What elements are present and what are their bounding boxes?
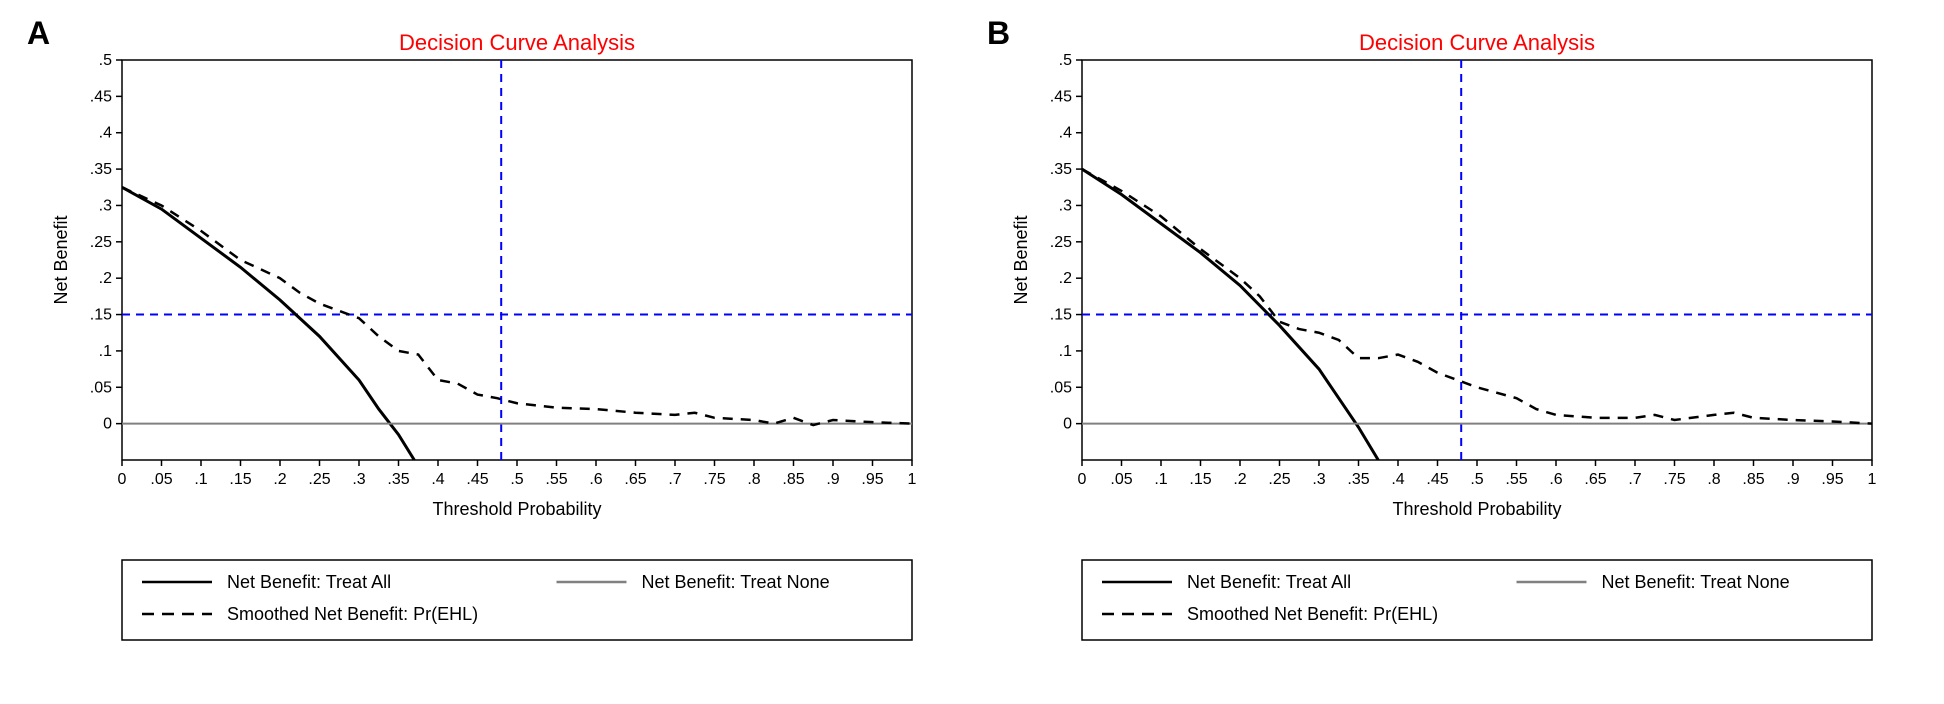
x-tick-label: .1 [1154,471,1167,488]
x-tick-label: .8 [747,471,760,488]
series-model [122,187,912,425]
x-tick-label: .1 [194,471,207,488]
x-tick-label: .2 [1233,471,1246,488]
x-axis-label: Threshold Probability [432,499,601,519]
y-tick-label: .2 [99,270,112,287]
y-tick-label: .15 [90,307,112,324]
x-tick-label: .4 [1391,471,1404,488]
x-tick-label: .95 [861,471,883,488]
chart-panel: ADecision Curve Analysis0.05.1.15.2.25.3… [32,20,952,660]
y-tick-label: .15 [1050,307,1072,324]
y-tick-label: 0 [103,416,112,433]
y-axis-label: Net Benefit [1011,215,1031,304]
y-tick-label: .25 [1050,234,1072,251]
x-tick-label: .7 [668,471,681,488]
x-tick-label: .9 [826,471,839,488]
x-tick-label: .65 [624,471,646,488]
series-model [1082,169,1872,424]
legend-label: Net Benefit: Treat All [1187,572,1351,592]
x-tick-label: .75 [1663,471,1685,488]
dca-chart: Decision Curve Analysis 0 .05 .1 .15 .2 .25 .3.… [992,20,1912,660]
legend-label: Net Benefit: Treat None [642,572,830,592]
x-tick-label: .4 [431,471,444,488]
x-tick-label: .85 [782,471,804,488]
x-tick-label: .05 [150,471,172,488]
panels-container: ADecision Curve Analysis0.05.1.15.2.25.3… [20,20,1924,660]
dca-chart: Decision Curve Analysis 0 .05 .1 .15 .2 .25 .3.… [32,20,952,660]
y-tick-label: .5 [1059,52,1072,69]
x-tick-label: .65 [1584,471,1606,488]
x-tick-label: .5 [1470,471,1483,488]
x-tick-label: 1 [908,471,917,488]
chart-title: Decision Curve Analysis [1359,30,1595,55]
x-tick-label: .85 [1742,471,1764,488]
x-tick-label: .3 [352,471,365,488]
panel-label: A [27,15,50,52]
y-tick-label: .35 [1050,161,1072,178]
x-tick-label: .5 [510,471,523,488]
y-tick-label: .4 [99,125,112,142]
y-tick-label: .2 [1059,270,1072,287]
y-tick-label: .45 [1050,88,1072,105]
x-tick-label: .55 [1505,471,1527,488]
y-tick-label: .05 [1050,379,1072,396]
y-axis-label: Net Benefit [51,215,71,304]
x-tick-label: 1 [1868,471,1877,488]
series-treat_all [122,187,414,460]
panel-label: B [987,15,1010,52]
y-tick-label: .1 [1059,343,1072,360]
x-tick-label: .15 [229,471,251,488]
x-tick-label: .45 [466,471,488,488]
x-tick-label: .45 [1426,471,1448,488]
x-tick-label: .05 [1110,471,1132,488]
x-tick-label: 0 [1078,471,1087,488]
chart-title: Decision Curve Analysis [399,30,635,55]
y-tick-label: .3 [1059,197,1072,214]
x-tick-label: .3 [1312,471,1325,488]
y-tick-label: .25 [90,234,112,251]
x-tick-label: .25 [308,471,330,488]
y-tick-label: .45 [90,88,112,105]
chart-panel: BDecision Curve Analysis0.05.1.15.2.25.3… [992,20,1912,660]
x-tick-label: .35 [1347,471,1369,488]
x-tick-label: .2 [273,471,286,488]
y-tick-label: .4 [1059,125,1072,142]
x-tick-label: .55 [545,471,567,488]
x-tick-label: .95 [1821,471,1843,488]
y-tick-label: .1 [99,343,112,360]
x-tick-label: .9 [1786,471,1799,488]
y-tick-label: .3 [99,197,112,214]
y-tick-label: .35 [90,161,112,178]
legend-label: Net Benefit: Treat None [1602,572,1790,592]
legend-label: Smoothed Net Benefit: Pr(EHL) [227,604,478,624]
x-tick-label: .7 [1628,471,1641,488]
x-tick-label: 0 [118,471,127,488]
legend-label: Net Benefit: Treat All [227,572,391,592]
y-tick-label: .05 [90,379,112,396]
x-tick-label: .6 [589,471,602,488]
y-tick-label: .5 [99,52,112,69]
x-axis-label: Threshold Probability [1392,499,1561,519]
x-tick-label: .8 [1707,471,1720,488]
x-tick-label: .6 [1549,471,1562,488]
x-tick-label: .15 [1189,471,1211,488]
x-tick-label: .25 [1268,471,1290,488]
x-tick-label: .75 [703,471,725,488]
x-tick-label: .35 [387,471,409,488]
legend-label: Smoothed Net Benefit: Pr(EHL) [1187,604,1438,624]
y-tick-label: 0 [1063,416,1072,433]
